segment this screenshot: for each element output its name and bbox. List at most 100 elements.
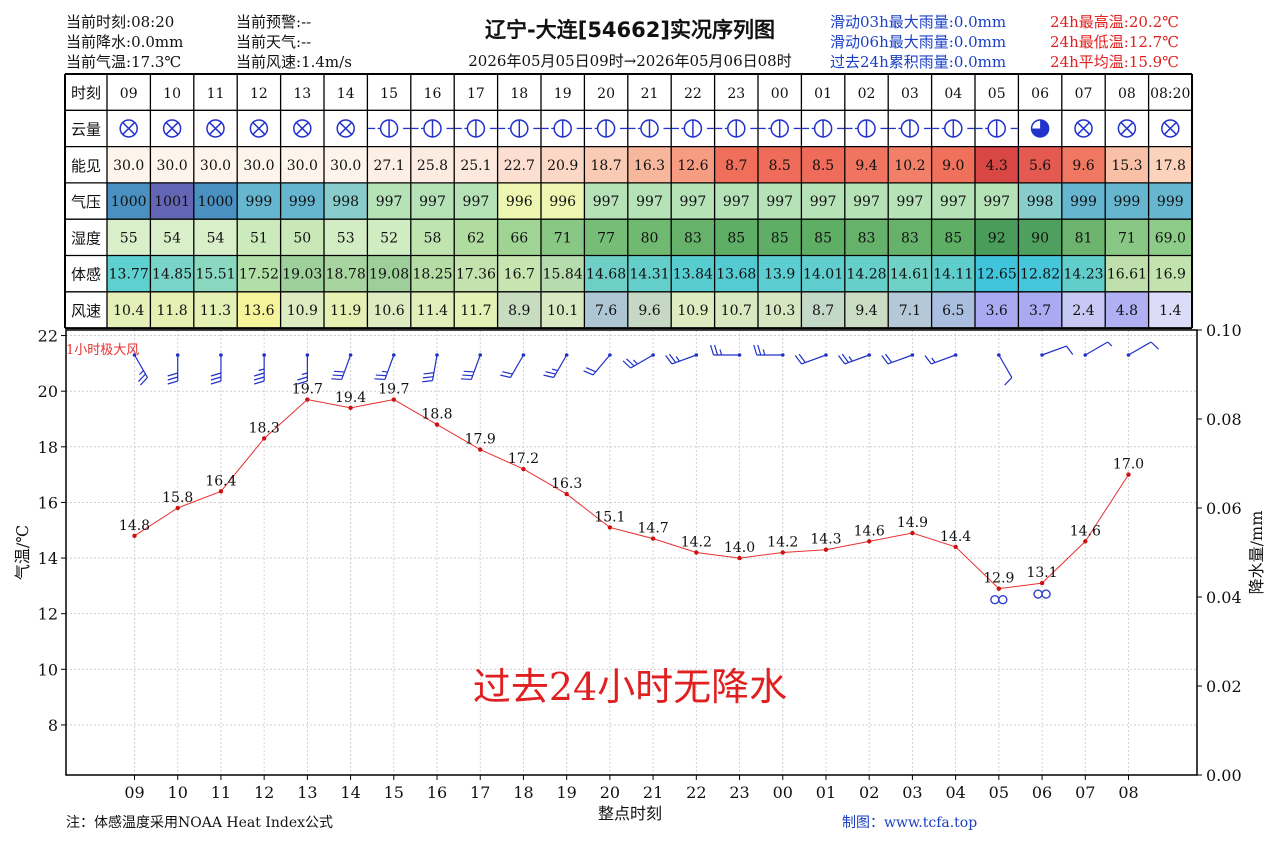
y-tick-label: 14 [38,549,58,568]
table-value-cell: 14.23 [1063,267,1103,283]
table-cell-bg [975,291,1019,329]
hour-cell: 20 [597,86,615,102]
y-tick-label: 8 [48,716,58,735]
table-value-cell: 997 [853,194,880,210]
table-value-cell: 83 [858,230,876,246]
temperature-line [134,398,1129,590]
table-value-cell: 16.9 [1155,267,1186,283]
table-cell-bg [714,219,758,256]
temperature-label: 18.8 [421,407,452,423]
table-cell-bg [150,146,194,183]
temperature-point [694,550,699,555]
credit-link[interactable]: 制图：www.tcfa.top [842,815,978,831]
table-cell-bg [627,219,672,256]
row-label: 气压 [71,193,101,211]
table-cell-bg [107,219,151,256]
table-cell-bg [671,182,715,220]
table-value-cell: 11.8 [157,303,188,319]
cloud-cover-icon [1161,119,1180,138]
x-tick-label: 05 [989,783,1009,802]
table-value-cell: 16.7 [504,267,535,283]
table-value-cell: 997 [419,194,446,210]
table-value-cell: 997 [463,194,490,210]
table-cell-bg [758,291,802,329]
table-cell-bg [410,182,455,220]
table-cell-bg [150,291,194,329]
table-cell-bg [714,255,758,292]
x-tick-label: 20 [600,783,620,802]
table-cell-bg [1105,291,1149,329]
table-value-cell: 30.0 [113,158,144,174]
current-time-line: 当前时刻:08:20 [66,13,175,31]
plot-frame [65,329,1198,776]
cloud-cover-icon [715,119,758,138]
table-cell-bg [497,182,541,220]
table-value-cell: 5.6 [1029,158,1051,174]
table-value-cell: 9.6 [638,303,660,319]
table-value-cell: 80 [641,230,659,246]
table-cell-bg [931,182,975,220]
wind-barb [374,353,396,381]
table-cell-bg [975,219,1019,256]
table-cell-bg [801,291,845,329]
wind-barb [167,353,180,385]
temperature-label: 14.9 [897,515,928,531]
temperature-label: 14.0 [724,540,755,556]
temperature-label: 14.6 [1070,523,1101,539]
x-tick-label: 18 [513,783,533,802]
table-cell-bg [280,146,324,183]
table-cell-bg [1105,219,1149,256]
table-value-cell: 10.3 [764,303,795,319]
hour-cell: 21 [641,86,659,102]
table-cell-bg [627,182,672,220]
temperature-point [1039,580,1045,586]
table-cell-bg [888,182,932,220]
table-cell-bg [193,146,238,183]
x-tick-label: 17 [470,783,490,802]
table-value-cell: 85 [727,230,745,246]
cloud-cover-icon [336,119,355,138]
y-tick-label: 18 [38,438,58,457]
table-value-cell: 996 [549,194,576,210]
table-value-cell: 66 [510,230,528,246]
table-value-cell: 3.6 [986,303,1008,319]
temp-avg-line: 24h平均温:15.9℃ [1050,53,1179,71]
table-value-cell: 999 [1070,194,1097,210]
current-weather-line: 当前天气:-- [236,33,312,51]
table-cell-bg [107,255,151,292]
table-value-cell: 83 [684,230,702,246]
table-value-cell: 4.8 [1116,303,1138,319]
hour-cell: 11 [207,86,225,102]
table-value-cell: 6.5 [942,303,964,319]
x-tick-label: 06 [1032,783,1052,802]
temperature-point [391,397,397,402]
x-tick-label: 08 [1118,783,1138,802]
table-value-cell: 50 [293,230,311,246]
table-cell-bg [627,255,672,292]
table-cell-bg [627,146,672,183]
table-cell-bg [671,146,715,183]
table-value-cell: 9.4 [855,303,877,319]
wind-barb [838,353,871,365]
table-value-cell: 12.65 [977,267,1017,283]
y2-tick-label: 0.06 [1206,499,1242,518]
table-cell-bg [671,255,715,292]
temperature-point [478,447,483,452]
table-cell-bg [714,146,758,183]
table-value-cell: 996 [506,194,533,210]
table-cell-bg [497,291,541,329]
table-value-cell: 13.84 [673,267,713,283]
current-wind-line: 当前风速:1.4m/s [236,53,352,71]
wind-barb [132,353,149,386]
table-cell-bg [497,255,541,292]
table-cell-bg [801,255,845,292]
cloud-cover-icon [628,119,671,138]
x-tick-label: 01 [816,783,836,802]
temperature-point [780,550,785,555]
table-value-cell: 16.61 [1107,267,1147,283]
y2-tick-label: 0.10 [1206,321,1242,340]
table-value-cell: 10.1 [547,303,578,319]
x-tick-label: 02 [859,783,879,802]
cloud-cover-icon [888,119,931,138]
table-cell-bg [1061,182,1106,220]
